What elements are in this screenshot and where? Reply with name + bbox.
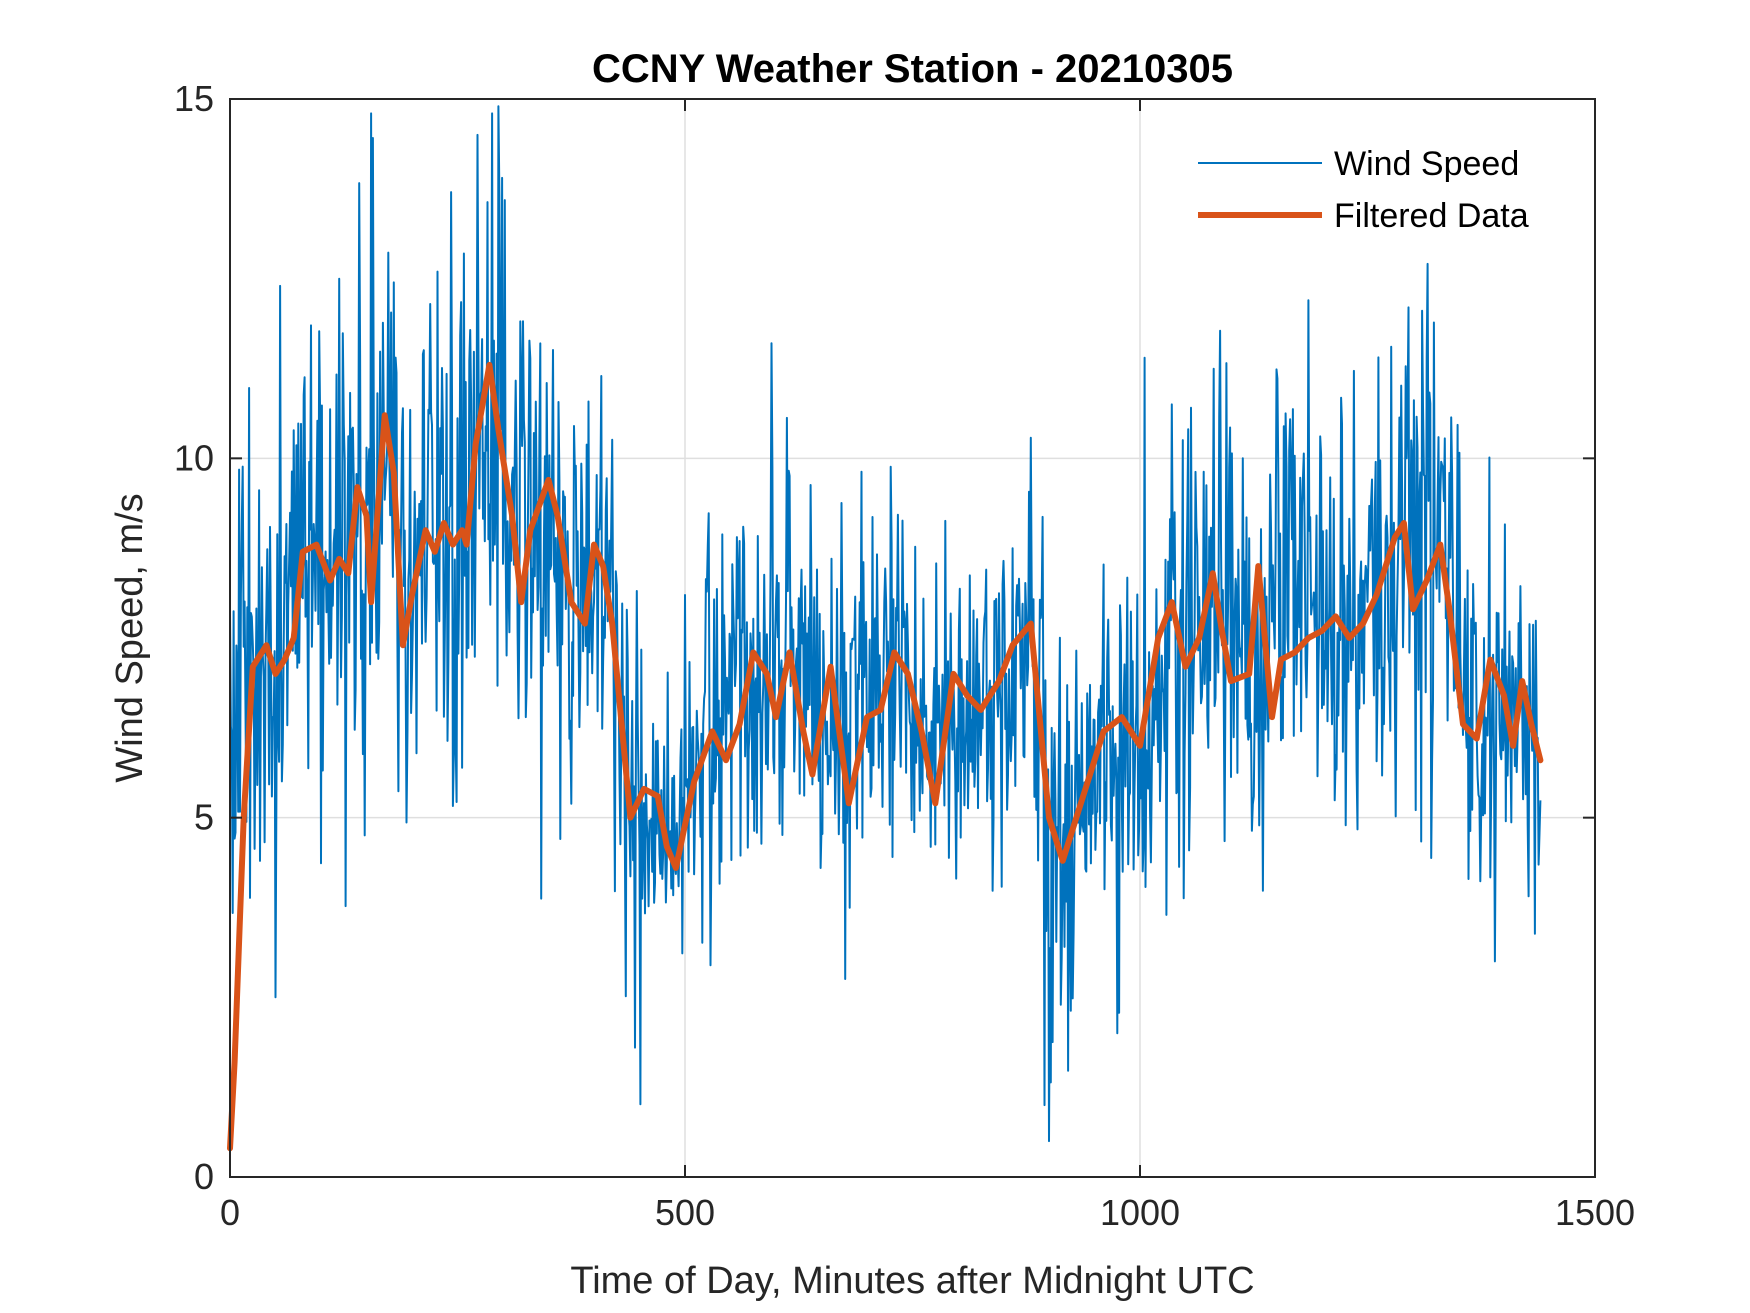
y-tick-label-15: 15 [174,78,214,119]
tick-labels: 0 500 1000 1500 0 5 10 15 [174,78,1635,1233]
x-tick-label-1000: 1000 [1100,1192,1180,1233]
plot-area-frame [229,98,1596,1178]
y-tick-label-5: 5 [194,797,214,838]
x-tick-label-0: 0 [220,1192,240,1233]
y-axis-label: Wind Speed, m/s [109,493,151,782]
y-tick-label-10: 10 [174,437,214,478]
wind-speed-line [229,105,1542,1143]
x-tick-label-1500: 1500 [1555,1192,1635,1233]
wind-speed-series [229,105,1542,1143]
legend: Wind Speed Filtered Data [1198,145,1529,235]
axes [229,98,1596,1178]
filtered-data-line [227,361,1544,1152]
chart-title: CCNY Weather Station - 20210305 [592,47,1233,91]
legend-label-filtered-data: Filtered Data [1334,197,1529,235]
y-tick-label-0: 0 [194,1156,214,1197]
x-tick-label-500: 500 [655,1192,715,1233]
legend-label-wind-speed: Wind Speed [1334,145,1519,183]
filtered-data-series [227,361,1544,1152]
x-axis-label: Time of Day, Minutes after Midnight UTC [570,1260,1254,1302]
